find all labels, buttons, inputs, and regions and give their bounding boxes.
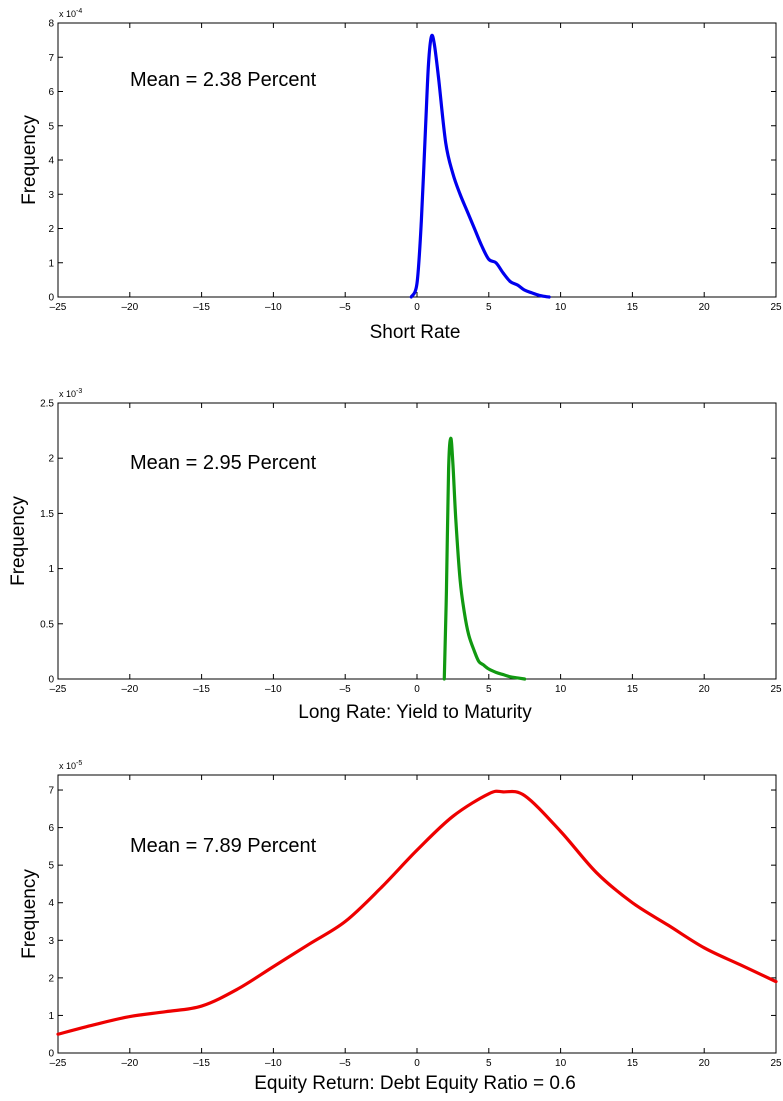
x-tick-label: –20 [121,302,138,313]
y-tick-label: 1.5 [40,509,54,520]
x-tick-label: –20 [121,684,138,695]
x-tick-label: 10 [555,302,567,313]
x-tick-label: –5 [340,684,352,695]
x-tick-label: 10 [555,1058,567,1069]
y-tick-label: 7 [48,53,54,64]
y-tick-label: 4 [48,156,54,167]
x-tick-label: 5 [486,1058,492,1069]
y-exponent-label: x 10-4 [59,8,82,19]
y-tick-label: 0.5 [40,619,54,630]
x-tick-label: –10 [265,684,282,695]
x-tick-label: –25 [50,684,67,695]
y-axis-label: Frequency [8,496,29,586]
y-exponent-label: x 10-5 [59,760,82,771]
x-tick-label: –15 [193,302,210,313]
x-tick-label: 0 [414,1058,420,1069]
y-tick-label: 0 [48,1049,54,1060]
chart-panel-1: –25 –20 –15 –10 –5 0 5 10 15 20 25 0 1 2 3 4 5 6 7 8 x 10-4 S… [19,8,782,343]
x-axis-label: Short Rate [370,322,461,343]
x-tick-label: –10 [265,1058,282,1069]
y-tick-label: 1 [48,564,54,575]
x-tick-label: 25 [770,1058,782,1069]
x-tick-label: –25 [50,1058,67,1069]
chart-panel-2: –25 –20 –15 –10 –5 0 5 10 15 20 25 0 0.5 1 1.5 2 2.5 x 10… [8,388,782,723]
y-tick-label: 5 [48,121,54,132]
x-tick-label: 5 [486,302,492,313]
x-tick-label: –15 [193,1058,210,1069]
density-line [442,436,527,681]
y-tick-label: 0 [48,675,54,686]
density-line [56,789,778,1036]
x-tick-label: –5 [340,302,352,313]
y-tick-label: 7 [48,786,54,797]
mean-annotation: Mean = 7.89 Percent [130,835,317,857]
y-tick-label: 3 [48,936,54,947]
x-tick-label: –10 [265,302,282,313]
x-tick-label: 20 [699,302,711,313]
y-tick-label: 1 [48,258,54,269]
y-tick-label: 2.5 [40,399,54,410]
x-tick-label: –15 [193,684,210,695]
x-tick-label: 0 [414,302,420,313]
y-tick-label: 2 [48,973,54,984]
x-tick-label: –20 [121,1058,138,1069]
x-tick-label: 5 [486,684,492,695]
x-tick-label: 15 [627,1058,639,1069]
y-tick-label: 0 [48,293,54,304]
x-tick-label: 15 [627,302,639,313]
x-tick-label: 10 [555,684,567,695]
x-tick-label: 25 [770,302,782,313]
y-axis-label: Frequency [19,115,40,205]
y-tick-label: 1 [48,1011,54,1022]
x-axis-label: Long Rate: Yield to Maturity [298,702,532,723]
x-tick-label: 20 [699,684,711,695]
chart-panel-3: –25 –20 –15 –10 –5 0 5 10 15 20 25 0 1 2 3 4 5 6 7 x 10-5 Eq… [19,760,782,1094]
y-exponent-label: x 10-3 [59,388,82,399]
y-tick-label: 2 [48,454,54,465]
x-tick-label: 20 [699,1058,711,1069]
x-tick-label: –25 [50,302,67,313]
y-tick-label: 6 [48,87,54,98]
x-tick-label: 15 [627,684,639,695]
x-tick-label: 25 [770,684,782,695]
mean-annotation: Mean = 2.95 Percent [130,452,317,474]
y-tick-label: 2 [48,224,54,235]
mean-annotation: Mean = 2.38 Percent [130,69,317,91]
x-tick-label: –5 [340,1058,352,1069]
y-tick-label: 4 [48,898,54,909]
x-tick-label: 0 [414,684,420,695]
y-tick-label: 5 [48,861,54,872]
axes-box [57,402,777,680]
x-axis-label: Equity Return: Debt Equity Ratio = 0.6 [254,1073,576,1094]
y-tick-label: 8 [48,19,54,30]
y-tick-label: 6 [48,823,54,834]
y-tick-label: 3 [48,190,54,201]
y-axis-label: Frequency [19,869,40,959]
axes-box [57,22,777,298]
density-line [409,33,551,299]
